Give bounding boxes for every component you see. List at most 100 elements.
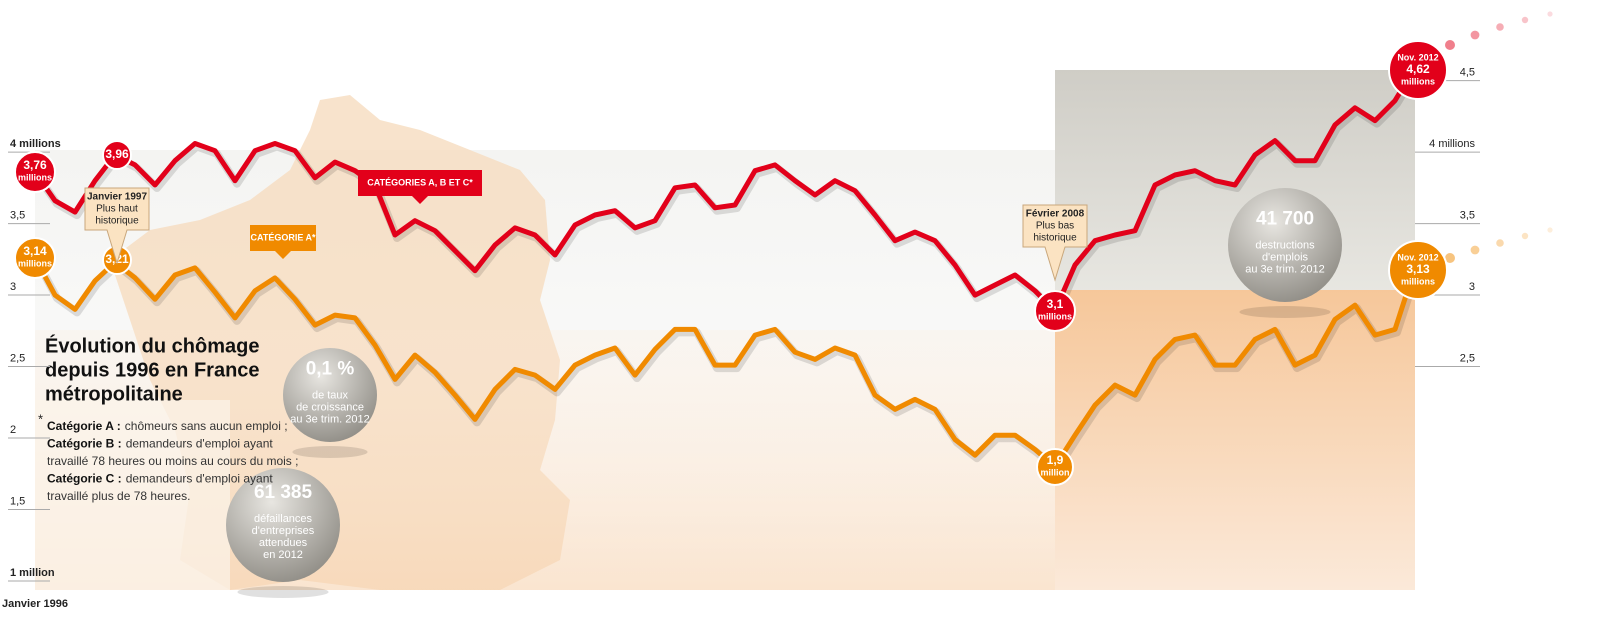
- stat-text: au 3e trim. 2012: [290, 413, 370, 425]
- legend-label: CATÉGORIE A*: [250, 232, 316, 242]
- stat-text: de croissance: [296, 401, 364, 413]
- footnote-term: Catégorie A :: [47, 419, 121, 433]
- panel-bottom: [1055, 290, 1415, 590]
- callout-text: Plus bas: [1036, 221, 1074, 232]
- stat-text: 0,1 %: [306, 359, 355, 380]
- bubble-shadow: [237, 586, 329, 598]
- y2-tick-label: 4,5: [1460, 67, 1475, 79]
- series-line: [32, 256, 1418, 470]
- series-shadow: [33, 259, 1421, 474]
- point-badge: [1388, 240, 1448, 300]
- stat-text: d'entreprises: [252, 525, 315, 537]
- point-label: 3,13: [1406, 262, 1430, 276]
- point-badge: [102, 140, 132, 170]
- stat-text: 61 385: [254, 482, 313, 503]
- bubble-shadow: [1239, 306, 1331, 318]
- y-tick-label: 1,5: [10, 495, 25, 507]
- title-line: depuis 1996 en France: [45, 359, 260, 381]
- stat-bubble: [283, 348, 377, 442]
- y2-tick-label: 3,5: [1460, 209, 1475, 221]
- series-line: [32, 66, 1418, 314]
- stat-text: attendues: [259, 537, 308, 549]
- bubble-shadow: [292, 446, 368, 458]
- trail-dot: [1547, 11, 1553, 17]
- legend-tag: [358, 170, 482, 204]
- footnote-line: travaillé plus de 78 heures.: [47, 489, 190, 503]
- trail-dot: [1521, 232, 1529, 240]
- point-label: millions: [1401, 76, 1435, 86]
- y-tick-label: 1 million: [10, 567, 55, 579]
- footnote-line: Catégorie C : demandeurs d'emploi ayant: [47, 472, 273, 486]
- trail-dot: [1496, 239, 1504, 247]
- trail-dot: [1470, 30, 1480, 40]
- callout-text: Février 2008: [1026, 209, 1085, 220]
- point-label: 3,96: [105, 147, 129, 161]
- point-badge: [1388, 40, 1448, 100]
- panel-top: [1055, 70, 1415, 330]
- background: [35, 70, 1415, 590]
- callout-text: historique: [1033, 233, 1077, 244]
- point-badge: [14, 151, 56, 193]
- point-label: millions: [18, 258, 52, 268]
- y-tick-label: 3: [10, 281, 16, 293]
- point-label: millions: [1401, 276, 1435, 286]
- point-badge: [1034, 290, 1076, 332]
- point-label: 1,9: [1047, 453, 1064, 467]
- trail-dot: [1496, 23, 1504, 31]
- footnote-line: travaillé 78 heures ou moins au cours du…: [47, 454, 298, 468]
- footnote-term: Catégorie B :: [47, 437, 122, 451]
- callout-text: Plus haut: [96, 204, 138, 215]
- y-tick-label: 4 millions: [10, 138, 61, 150]
- note-bg: [35, 400, 230, 590]
- stat-text: destructions: [1255, 239, 1315, 251]
- footnote-text: chômeurs sans aucun emploi ;: [125, 419, 288, 433]
- footnote-text: demandeurs d'emploi ayant: [126, 472, 274, 486]
- footnote-text: travaillé plus de 78 heures.: [47, 489, 190, 503]
- point-label: 3,14: [23, 244, 47, 258]
- x-tick-label: Janvier 1996: [2, 598, 68, 610]
- footnote-text: travaillé 78 heures ou moins au cours du…: [47, 454, 298, 468]
- point-label: millions: [18, 172, 52, 182]
- point-label: 3,1: [1047, 297, 1064, 311]
- stat-text: en 2012: [263, 549, 303, 561]
- footnote-line: Catégorie A : chômeurs sans aucun emploi …: [47, 419, 288, 433]
- title-line: métropolitaine: [45, 383, 183, 405]
- y2-tick-label: 2,5: [1460, 352, 1475, 364]
- legend-label: CATÉGORIES A, B ET C*: [367, 177, 473, 187]
- point-badge: [14, 237, 56, 279]
- trail-dot: [1547, 227, 1553, 233]
- y-tick-label: 2,5: [10, 352, 25, 364]
- stat-bubble: [1228, 188, 1342, 302]
- footnote-term: Catégorie C :: [47, 472, 122, 486]
- stat-text: 41 700: [1256, 209, 1314, 230]
- trail-dot: [1445, 253, 1455, 263]
- point-label: 4,62: [1406, 62, 1430, 76]
- stat-text: défaillances: [254, 513, 313, 525]
- callout-text: historique: [95, 216, 139, 227]
- callout: [84, 187, 150, 265]
- trail-dot: [1521, 16, 1529, 24]
- series-shadow: [33, 68, 1421, 318]
- point-badge: [1036, 448, 1074, 486]
- y-tick-label: 3,5: [10, 209, 25, 221]
- trail-dot: [1445, 40, 1455, 50]
- callout: [1022, 204, 1088, 282]
- stat-text: au 3e trim. 2012: [1245, 263, 1325, 275]
- point-label: Nov. 2012: [1397, 52, 1438, 62]
- title-line: Évolution du chômage: [45, 334, 259, 357]
- y-tick-label: 2: [10, 424, 16, 436]
- footnote-marker: *: [38, 411, 43, 426]
- point-label: millions: [1038, 311, 1072, 321]
- point-label: 3,76: [23, 158, 47, 172]
- stat-text: d'emplois: [1262, 251, 1309, 263]
- legend-tag: [250, 225, 316, 259]
- point-label: million: [1041, 467, 1070, 477]
- point-label: Nov. 2012: [1397, 252, 1438, 262]
- footnote-line: Catégorie B : demandeurs d'emploi ayant: [47, 437, 273, 451]
- callout-text: Janvier 1997: [87, 192, 147, 203]
- y2-tick-label: 4 millions: [1429, 138, 1475, 150]
- stat-text: de taux: [312, 389, 349, 401]
- y2-tick-label: 3: [1469, 281, 1475, 293]
